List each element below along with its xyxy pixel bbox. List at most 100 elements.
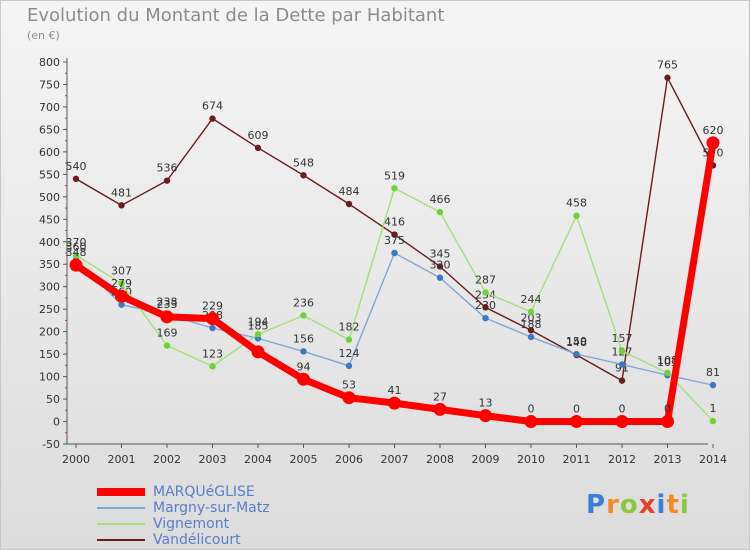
data-point [570,415,583,429]
y-tick-label: 200 [39,326,60,339]
x-tick-label: 2006 [335,453,363,466]
data-label: 27 [433,390,447,403]
legend-item-vignemont: Vignemont [97,516,270,532]
legend-item-marqueglise: MARQUéGLISE [97,484,270,500]
x-tick-label: 2005 [290,453,318,466]
data-label: 416 [384,216,405,229]
y-tick-label: 650 [39,123,60,136]
data-label: 123 [202,347,223,360]
data-label: 765 [657,59,678,72]
data-label: 124 [339,347,360,360]
data-label: 185 [248,319,269,332]
y-tick-label: 600 [39,146,60,159]
data-label: 360 [66,241,87,254]
legend-label: Vandélicourt [153,532,241,548]
data-point [709,417,717,425]
data-point [706,136,720,150]
x-tick-label: 2004 [244,453,272,466]
logo-letter: P [586,490,607,520]
legend-item-vandelicourt: Vandélicourt [97,532,270,548]
y-tick-label: 100 [39,371,60,384]
y-tick-label: 550 [39,168,60,181]
y-tick-label: 350 [39,258,60,271]
data-point [115,289,128,303]
data-point [479,409,492,423]
x-tick-label: 2000 [62,453,90,466]
data-point [72,252,80,259]
data-point [709,381,717,389]
x-tick-label: 2001 [108,453,136,466]
data-label: 0 [528,403,535,416]
data-label: 307 [111,265,132,278]
x-tick-label: 2013 [654,453,682,466]
logo-letter: i [679,490,690,520]
data-point [345,200,353,208]
legend-label: Margny-sur-Matz [153,500,270,516]
data-point [618,377,626,384]
series-line [72,139,717,426]
data-label: 674 [202,100,223,113]
x-tick-label: 2012 [608,453,636,466]
data-label: 370 [66,236,87,249]
data-label: 375 [384,234,405,247]
data-label: 345 [430,247,451,260]
data-label: 188 [521,318,542,331]
data-point [206,312,219,326]
data-label: 620 [703,124,724,137]
x-tick-label: 2014 [699,453,727,466]
data-label: 0 [573,403,580,416]
data-label: 609 [248,129,269,142]
y-tick-label: 500 [39,191,60,204]
data-point [160,310,174,324]
legend-swatch [97,523,145,525]
data-point [661,415,674,429]
data-label: 348 [66,246,87,259]
data-label: 148 [566,336,587,349]
data-point [436,208,444,216]
data-label: 287 [475,274,496,287]
data-point [433,402,447,416]
x-tick-label: 2008 [426,453,454,466]
x-tick-label: 2002 [153,453,181,466]
data-point [300,348,307,355]
data-point [436,274,444,281]
data-label: 229 [202,300,223,313]
x-tick-label: 2011 [563,453,591,466]
logo-letter: i [656,490,667,520]
data-label: 150 [566,335,587,348]
data-point [342,391,356,405]
data-label: 108 [657,354,678,367]
data-point [345,336,353,343]
y-tick-label: 250 [39,303,60,316]
data-point [118,280,125,287]
legend-label: Vignemont [153,516,230,532]
x-tick-label: 2009 [472,453,500,466]
data-point [118,301,125,308]
data-point [72,175,80,183]
data-label: 203 [521,311,542,324]
chart-unit: (en €) [27,29,60,42]
data-point [345,362,353,370]
data-label: 94 [297,360,311,373]
data-point [300,312,307,319]
y-tick-label: 700 [39,101,60,114]
data-point [251,345,265,359]
data-point [254,144,262,152]
data-point [618,361,626,368]
data-label: 169 [157,327,178,340]
data-point [618,347,626,355]
data-label: 13 [479,397,493,410]
data-label: 156 [293,332,314,345]
data-label: 103 [657,356,678,369]
chart-title: Evolution du Montant de la Dette par Hab… [27,5,445,26]
legend-swatch [97,488,145,496]
data-label: 41 [388,384,402,397]
data-label: 81 [706,366,720,379]
data-label: 157 [612,332,633,345]
data-label: 182 [339,321,360,334]
data-label: 194 [248,315,269,328]
data-point [664,74,671,81]
data-label: 536 [157,162,178,175]
data-label: 236 [293,296,314,309]
chart-legend: MARQUéGLISE Margny-sur-Matz Vignemont Va… [97,484,270,548]
